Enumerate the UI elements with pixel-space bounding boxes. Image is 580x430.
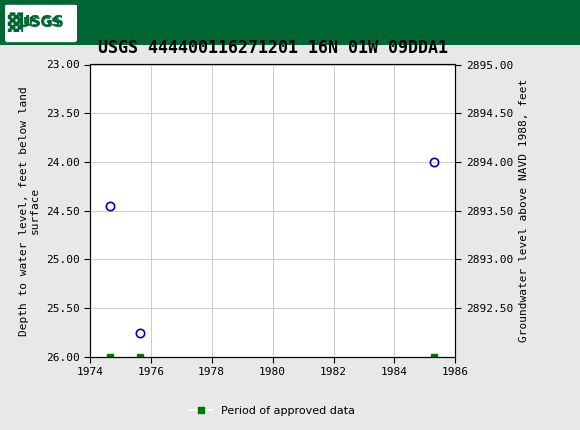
Title: USGS 444400116271201 16N 01W 09DDA1: USGS 444400116271201 16N 01W 09DDA1 bbox=[97, 40, 448, 57]
Legend: Period of approved data: Period of approved data bbox=[186, 401, 360, 420]
Y-axis label: Depth to water level, feet below land
surface: Depth to water level, feet below land su… bbox=[19, 86, 40, 335]
Y-axis label: Groundwater level above NAVD 1988, feet: Groundwater level above NAVD 1988, feet bbox=[519, 79, 528, 342]
Text: ▓: ▓ bbox=[7, 13, 22, 32]
Text: USGS: USGS bbox=[23, 16, 61, 29]
Bar bbox=[6, 4, 75, 41]
Text: USGS: USGS bbox=[17, 15, 64, 30]
Bar bbox=[5, 4, 77, 41]
